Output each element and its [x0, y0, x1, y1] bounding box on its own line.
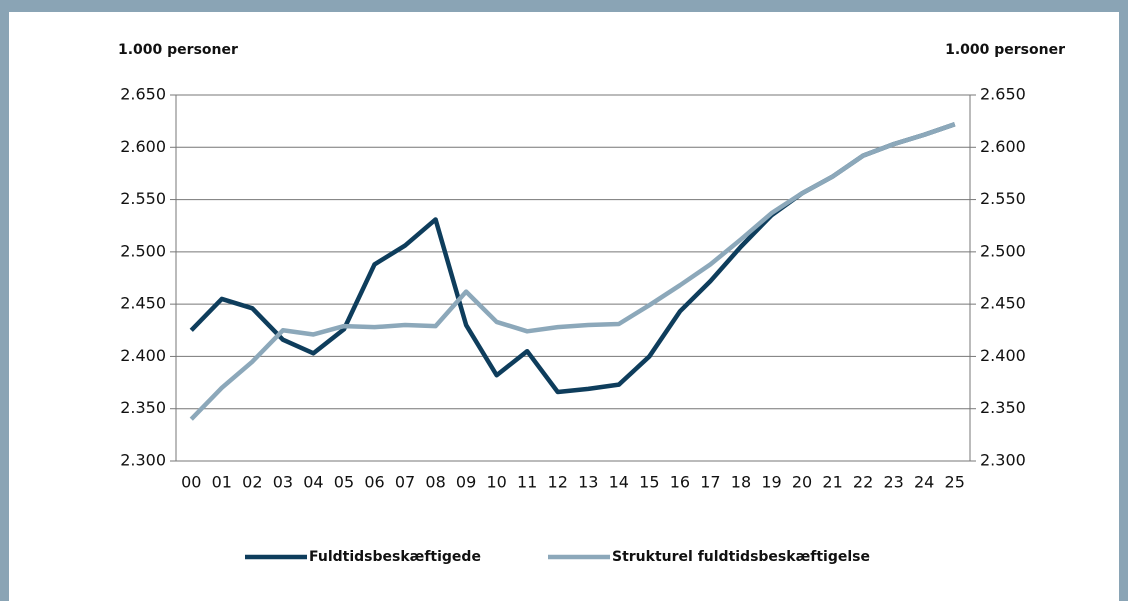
x-tick-label: 15 — [639, 473, 659, 492]
y-tick-label: 2.500 — [120, 241, 166, 260]
y2-tick-label: 2.550 — [980, 189, 1026, 208]
x-tick-label: 04 — [303, 473, 323, 492]
y-tick-label: 2.450 — [120, 294, 166, 313]
y2-tick-label: 2.400 — [980, 346, 1026, 365]
x-tick-label: 20 — [792, 473, 812, 492]
x-tick-label: 16 — [670, 473, 690, 492]
x-tick-label: 18 — [731, 473, 751, 492]
x-tick-label: 19 — [761, 473, 781, 492]
legend-label: Strukturel fuldtidsbeskæftigelse — [612, 549, 870, 565]
x-tick-label: 13 — [578, 473, 598, 492]
series-line — [189, 122, 956, 421]
right-border — [1119, 0, 1128, 601]
y-tick-label: 2.650 — [120, 85, 166, 104]
y-tick-label: 2.350 — [120, 398, 166, 417]
y2-tick-label: 2.450 — [980, 294, 1026, 313]
x-tick-label: 07 — [395, 473, 415, 492]
y2-tick-label: 2.500 — [980, 241, 1026, 260]
x-tick-label: 25 — [945, 473, 965, 492]
x-tick-label: 08 — [425, 473, 445, 492]
y-axis-label: 1.000 personer — [118, 42, 238, 58]
x-tick-label: 05 — [334, 473, 354, 492]
y2-tick-label: 2.650 — [980, 85, 1026, 104]
x-tick-label: 00 — [181, 473, 201, 492]
top-band — [0, 0, 1128, 12]
x-tick-label: 12 — [548, 473, 568, 492]
y-tick-label: 2.400 — [120, 346, 166, 365]
x-tick-label: 09 — [456, 473, 476, 492]
x-tick-label: 03 — [273, 473, 293, 492]
left-border — [0, 0, 9, 601]
x-tick-label: 11 — [517, 473, 537, 492]
y2-tick-label: 2.600 — [980, 137, 1026, 156]
y2-tick-label: 2.300 — [980, 451, 1026, 470]
y2-axis-label: 1.000 personer — [945, 42, 1065, 58]
x-tick-label: 06 — [364, 473, 384, 492]
y-tick-label: 2.550 — [120, 189, 166, 208]
x-tick-label: 22 — [853, 473, 873, 492]
y2-tick-label: 2.350 — [980, 398, 1026, 417]
y-tick-label: 2.300 — [120, 451, 166, 470]
y-tick-label: 2.600 — [120, 137, 166, 156]
x-tick-label: 02 — [242, 473, 262, 492]
x-tick-label: 21 — [822, 473, 842, 492]
x-tick-label: 10 — [486, 473, 506, 492]
x-tick-label: 24 — [914, 473, 934, 492]
x-tick-label: 23 — [883, 473, 903, 492]
legend-label: Fuldtidsbeskæftigede — [309, 549, 481, 565]
x-tick-label: 17 — [700, 473, 720, 492]
x-tick-label: 01 — [212, 473, 232, 492]
x-tick-label: 14 — [609, 473, 629, 492]
